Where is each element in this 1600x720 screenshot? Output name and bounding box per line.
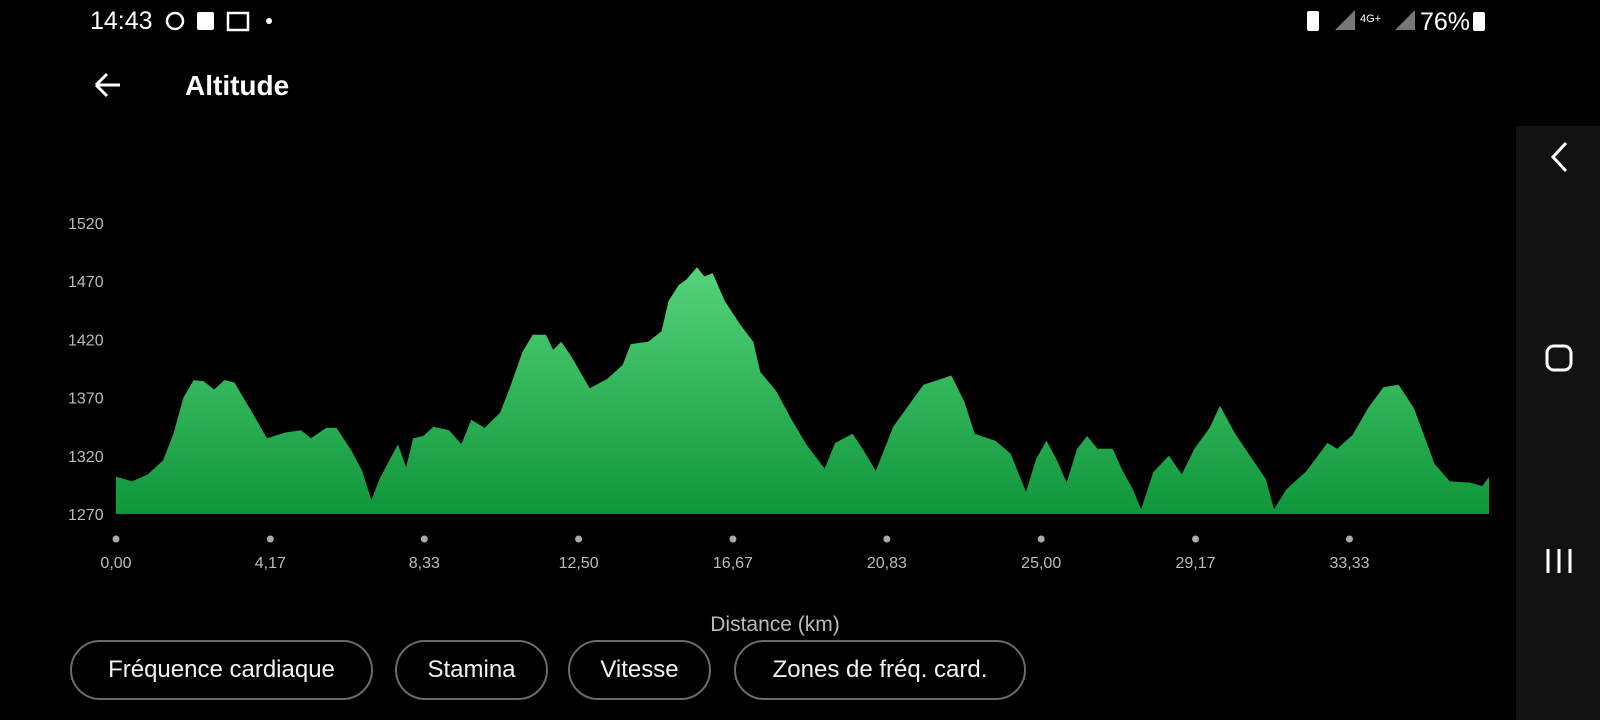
home-button[interactable] (1545, 344, 1573, 372)
signal-icon (1335, 10, 1415, 30)
y-tick-label: 1420 (68, 332, 104, 349)
calendar-icon (226, 11, 250, 32)
recents-button[interactable] (1546, 549, 1572, 573)
x-tick-label: 16,67 (713, 555, 753, 572)
y-tick-label: 1370 (68, 391, 104, 408)
x-tick-mark (266, 535, 274, 543)
side-panel (1516, 126, 1600, 720)
filter-button[interactable]: Stamina (395, 640, 548, 700)
x-tick-label: 4,17 (255, 555, 286, 572)
clock: 14:43 (90, 7, 153, 35)
y-tick-label: 1470 (68, 274, 104, 291)
x-tick-mark (420, 535, 428, 543)
x-tick-mark (883, 535, 891, 543)
x-tick-label: 33,33 (1329, 555, 1369, 572)
x-tick-label: 12,50 (559, 555, 599, 572)
y-tick-label: 1270 (68, 507, 104, 524)
network-icon: 4G+ (1360, 13, 1381, 25)
x-tick-label: 25,00 (1021, 555, 1061, 572)
battery-level: 76% (1420, 8, 1470, 36)
x-tick-mark (575, 535, 583, 543)
x-axis-label: Distance (km) (710, 613, 840, 636)
x-tick-label: 20,83 (867, 555, 907, 572)
x-tick-mark (112, 535, 120, 543)
x-tick-label: 0,00 (100, 555, 131, 572)
battery-saver-icon (1307, 11, 1319, 31)
filter-button[interactable]: Fréquence cardiaque (70, 640, 373, 700)
filter-button[interactable]: Zones de fréq. card. (734, 640, 1026, 700)
y-tick-label: 1320 (68, 449, 104, 466)
back-button[interactable] (94, 72, 120, 98)
x-tick-label: 29,17 (1176, 555, 1216, 572)
battery-icon (1473, 12, 1485, 31)
x-tick-mark (1345, 535, 1353, 543)
x-tick-mark (1192, 535, 1200, 543)
x-tick-mark (729, 535, 737, 543)
sync-icon (165, 11, 185, 31)
page-title: Altitude (185, 70, 289, 101)
x-tick-label: 8,33 (409, 555, 440, 572)
dot (266, 18, 272, 24)
panel-toggle[interactable] (1550, 141, 1568, 173)
filter-button[interactable]: Vitesse (568, 640, 711, 700)
y-tick-label: 1520 (68, 216, 104, 233)
check-icon (197, 12, 214, 30)
x-tick-mark (1037, 535, 1045, 543)
altitude-area (116, 267, 1489, 514)
